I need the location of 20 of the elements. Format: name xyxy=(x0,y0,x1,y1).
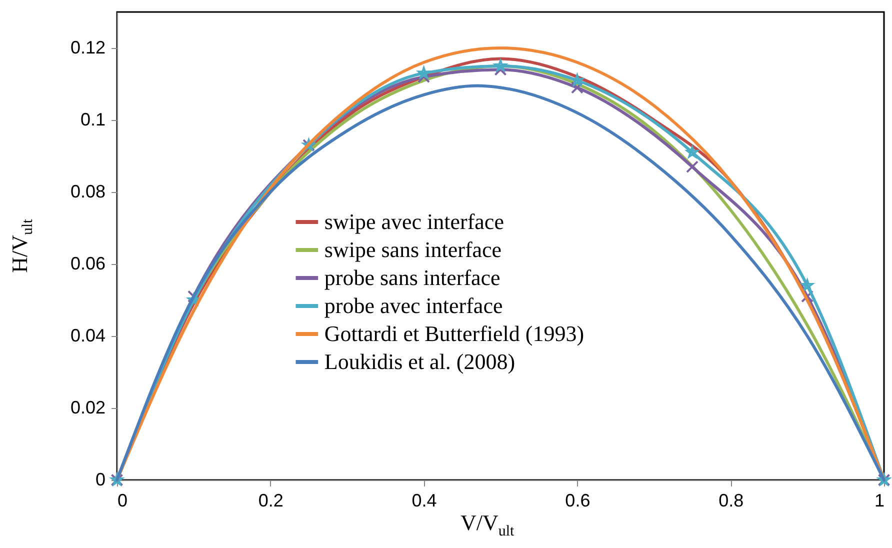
legend-label: Gottardi et Butterfield (1993) xyxy=(324,321,584,346)
x-tick-label: 0.2 xyxy=(258,490,284,510)
x-axis-title: V/V$_{ult}$ xyxy=(460,510,514,540)
legend-label: probe avec interface xyxy=(324,293,503,318)
legend-label: probe sans interface xyxy=(324,265,500,290)
y-tick-label: 0.02 xyxy=(70,398,106,418)
x-tick-label: 0.6 xyxy=(565,490,590,510)
y-tick-label: 0.12 xyxy=(70,38,106,58)
y-tick-label: 0.08 xyxy=(70,182,106,202)
x-tick-label: 1 xyxy=(874,490,884,510)
x-tick-label: 0.8 xyxy=(718,490,744,510)
x-tick-label: 0.4 xyxy=(412,490,437,510)
y-tick-label: 0.1 xyxy=(80,110,106,130)
legend-label: Loukidis et al. (2008) xyxy=(324,349,516,374)
legend-label: swipe sans interface xyxy=(324,237,502,262)
x-tick-label: 0 xyxy=(118,490,128,510)
y-tick-label: 0.04 xyxy=(70,326,106,346)
legend-label: swipe avec interface xyxy=(324,209,504,234)
y-tick-label: 0.06 xyxy=(70,254,106,274)
y-tick-label: 0 xyxy=(95,470,106,490)
